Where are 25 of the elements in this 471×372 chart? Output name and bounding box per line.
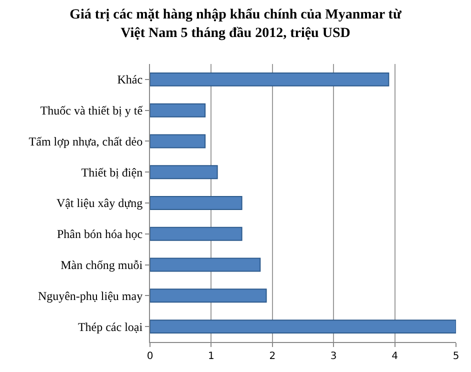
bar [150,72,390,86]
y-tick-label: Màn chống muỗi [60,258,144,272]
x-tick-label: 0 [146,351,154,362]
x-tick-label: 4 [392,351,398,362]
bar [150,196,242,210]
y-tick-label: Thuốc và thiết bị y tế [40,104,144,118]
y-tick-label: Khác [117,72,143,87]
y-tick-label: Tấm lợp nhựa, chất dẻo [28,134,143,148]
y-tick-label: Phân bón hóa học [56,227,143,242]
y-tick-label: Thép các loại [78,320,144,334]
x-tick-label: 5 [452,351,460,362]
x-tick-label: 2 [269,351,276,362]
bar [150,103,206,118]
bar [150,226,242,241]
y-tick-label: Thiết bị điện [81,165,143,180]
bar [150,258,261,272]
bar [150,134,206,148]
x-tick-label: 1 [208,351,214,362]
bar [150,165,218,180]
chart-title: Giá trị các mặt hàng nhập khẩu chính của Myanmar từ Việt Nam 5 tháng đầu 2012, triệu USD [70,8,402,41]
y-tick-label: Nguyên-phụ liệu may [38,288,143,303]
x-tick-label: 3 [330,351,337,362]
y-tick-label: Vật liệu xây dựng [56,196,143,210]
bar [150,320,456,334]
bar [150,288,267,303]
